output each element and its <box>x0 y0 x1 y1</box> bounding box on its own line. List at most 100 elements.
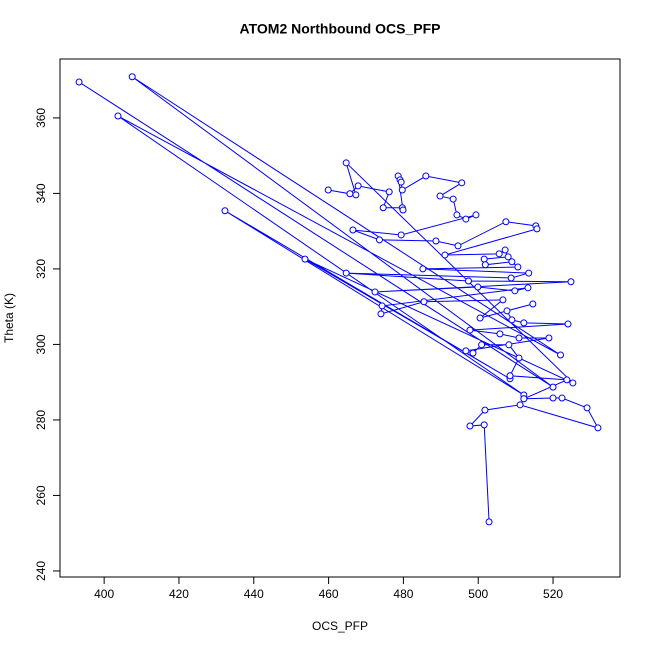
data-point <box>478 341 486 349</box>
chart-title: ATOM2 Northbound OCS_PFP <box>240 21 441 37</box>
data-point <box>480 421 488 429</box>
data-point <box>324 186 332 194</box>
data-point <box>505 341 513 349</box>
data-point <box>349 226 357 234</box>
data-point <box>221 207 229 215</box>
data-point <box>420 298 428 306</box>
data-point <box>466 422 474 430</box>
data-point <box>502 218 510 226</box>
data-point <box>114 112 122 120</box>
data-point <box>515 334 523 342</box>
data-point <box>496 330 504 338</box>
data-point <box>549 394 557 402</box>
data-point <box>520 395 528 403</box>
data-point <box>379 204 387 212</box>
data-point <box>506 372 514 380</box>
data-point <box>514 263 522 271</box>
data-point <box>524 284 532 292</box>
data-point <box>545 334 553 342</box>
data-point <box>397 231 405 239</box>
x-tick-label: 520 <box>543 587 563 601</box>
y-tick-label: 280 <box>34 410 48 430</box>
data-point <box>466 326 474 334</box>
data-point <box>495 250 503 258</box>
data-point <box>594 424 602 432</box>
data-point <box>352 191 360 199</box>
data-point <box>564 320 572 328</box>
y-tick-label: 240 <box>34 561 48 581</box>
data-point <box>525 269 533 277</box>
y-tick-label: 300 <box>34 334 48 354</box>
data-point <box>354 182 362 190</box>
y-tick-label: 320 <box>34 259 48 279</box>
data-point <box>549 383 557 391</box>
data-point <box>472 211 480 219</box>
data-point <box>507 274 515 282</box>
data-point <box>533 225 541 233</box>
data-point <box>436 192 444 200</box>
data-point <box>375 236 383 244</box>
data-point <box>508 258 516 266</box>
data-point <box>480 255 488 263</box>
data-point <box>453 211 461 219</box>
data-point <box>501 246 509 254</box>
data-point <box>422 172 430 180</box>
data-point <box>508 316 516 324</box>
data-point <box>481 261 489 269</box>
data-point <box>462 215 470 223</box>
y-axis-label: Theta (K) <box>2 293 16 343</box>
data-point <box>569 379 577 387</box>
data-point <box>371 288 379 296</box>
data-point <box>342 269 350 277</box>
data-point <box>520 319 528 327</box>
data-point <box>462 347 470 355</box>
data-point <box>128 73 136 81</box>
data-point <box>567 278 575 286</box>
data-point <box>515 354 523 362</box>
x-tick-label: 400 <box>94 587 114 601</box>
x-tick-label: 420 <box>169 587 189 601</box>
data-point <box>481 406 489 414</box>
data-point <box>557 351 565 359</box>
data-point <box>454 242 462 250</box>
data-point <box>449 195 457 203</box>
data-point <box>504 253 512 261</box>
data-point <box>398 186 406 194</box>
data-point <box>346 190 354 198</box>
data-point <box>485 518 493 526</box>
data-point <box>397 178 405 186</box>
x-tick-label: 500 <box>468 587 488 601</box>
data-point <box>458 179 466 187</box>
data-point <box>476 314 484 322</box>
data-point <box>377 310 385 318</box>
data-line <box>78 76 599 522</box>
x-tick-label: 440 <box>244 587 264 601</box>
x-axis-label: OCS_PFP <box>312 619 368 633</box>
data-point <box>378 302 386 310</box>
data-point <box>469 349 477 357</box>
data-point <box>419 265 427 273</box>
data-point <box>441 251 449 259</box>
data-point <box>474 283 482 291</box>
data-point <box>432 237 440 245</box>
data-point <box>464 277 472 285</box>
data-point <box>516 401 524 409</box>
data-point <box>301 255 309 263</box>
data-point <box>558 394 566 402</box>
y-tick-label: 360 <box>34 108 48 128</box>
data-point <box>385 188 393 196</box>
data-point <box>583 404 591 412</box>
data-point <box>511 287 519 295</box>
x-tick-label: 460 <box>319 587 339 601</box>
plot-frame <box>59 58 621 578</box>
data-point <box>75 78 83 86</box>
y-tick-label: 260 <box>34 485 48 505</box>
y-tick-label: 340 <box>34 183 48 203</box>
data-point <box>529 300 537 308</box>
x-tick-label: 480 <box>393 587 413 601</box>
data-point <box>563 376 571 384</box>
data-point <box>503 307 511 315</box>
data-point <box>399 206 407 214</box>
